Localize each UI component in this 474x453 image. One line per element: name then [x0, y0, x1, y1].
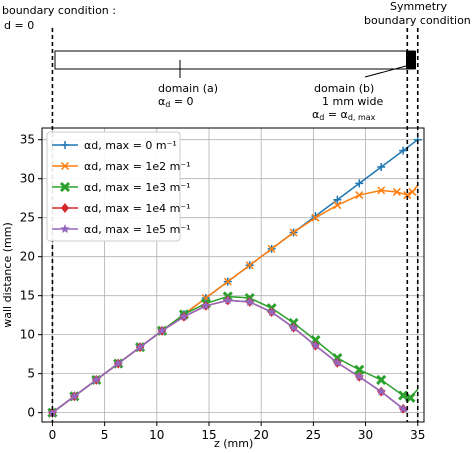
- legend-marker: [61, 203, 69, 213]
- legend-entry: αd, max = 1e2 m⁻¹: [52, 160, 191, 173]
- data-point-marker: [69, 391, 80, 401]
- y-tick-label: 25: [20, 211, 35, 225]
- domain-b-label-line1: domain (b): [314, 82, 374, 95]
- plot-area-frame: [41, 127, 425, 423]
- legend: αd, max = 0 m⁻¹ αd, max = 1e2 m⁻¹ αd, max …: [46, 131, 191, 242]
- domain-b-label-line2: 1 mm wide: [322, 95, 383, 108]
- y-tick-label: 35: [20, 133, 35, 147]
- x-tick-label: 35: [410, 428, 425, 442]
- data-point-marker: [408, 187, 417, 196]
- data-point-marker: [311, 213, 320, 222]
- data-point-marker: [332, 357, 343, 367]
- x-tick-label: 20: [254, 428, 269, 442]
- left-boundary-label-line2: d = 0: [4, 19, 34, 32]
- legend-entry: αd, max = 1e5 m⁻¹: [52, 223, 191, 236]
- data-point-marker: [223, 277, 232, 286]
- data-point-marker: [399, 146, 408, 155]
- schematic: boundary condition : d = 0 Symmetry boun…: [2, 0, 471, 122]
- data-point-marker: [245, 261, 254, 270]
- x-tick-label: 10: [149, 428, 164, 442]
- y-tick-label: 0: [27, 406, 35, 420]
- legend-label: αd, max = 1e5 m⁻¹: [84, 223, 191, 236]
- data-point-marker: [355, 191, 364, 200]
- data-point-marker: [355, 179, 364, 188]
- data-point-marker: [223, 295, 233, 305]
- series-line: [51, 295, 419, 414]
- right-boundary-label-line2: boundary condition: [364, 14, 471, 27]
- legend-marker: [60, 224, 70, 234]
- data-point-marker: [333, 201, 342, 210]
- right-boundary-label-line1: Symmetry: [390, 0, 448, 13]
- legend-label: αd, max = 1e4 m⁻¹: [84, 202, 191, 215]
- y-tick-label: 20: [20, 250, 35, 264]
- data-point-marker: [354, 371, 365, 381]
- data-point-marker: [113, 358, 123, 368]
- data-point-marker: [289, 228, 298, 237]
- domain-a-label-line1: domain (a): [158, 82, 218, 95]
- data-point-marker: [157, 325, 167, 335]
- legend-entry: αd, max = 0 m⁻¹: [52, 139, 177, 152]
- domain-b-pointer: [364, 65, 407, 78]
- legend-entries: αd, max = 0 m⁻¹ αd, max = 1e2 m⁻¹ αd, max …: [52, 139, 191, 236]
- legend-entry: αd, max = 1e4 m⁻¹: [52, 202, 191, 215]
- x-tick-label: 30: [358, 428, 373, 442]
- legend-marker: [61, 141, 69, 149]
- data-point-marker: [403, 191, 412, 200]
- data-point-marker: [244, 296, 255, 306]
- series-group: [47, 135, 422, 418]
- data-point-marker: [392, 187, 401, 196]
- legend-box: [46, 131, 181, 242]
- y-axis-label: wall distance (mm): [1, 222, 14, 327]
- channel-rectangle: [54, 50, 416, 70]
- data-point-marker: [201, 300, 211, 310]
- data-point-marker: [376, 386, 386, 396]
- series-5: [47, 295, 408, 417]
- legend-entry: αd, max = 1e3 m⁻¹: [52, 181, 191, 194]
- data-point-marker: [179, 311, 189, 321]
- series-4: [48, 295, 408, 418]
- x-tick-label: 25: [306, 428, 321, 442]
- chart: 0 5 10 15 20 25 30 35 0 5 10 15 20 25 30 35 z (mm) wal…: [1, 28, 425, 450]
- data-point-marker: [266, 307, 277, 317]
- data-point-marker: [376, 374, 387, 385]
- data-point-marker: [398, 390, 409, 401]
- y-tick-label: 30: [20, 172, 35, 186]
- series-line: [51, 299, 408, 414]
- data-point-marker: [333, 195, 342, 204]
- data-point-marker: [267, 244, 276, 253]
- x-axis-label: z (mm): [214, 437, 253, 450]
- legend-label: αd, max = 1e2 m⁻¹: [84, 160, 191, 173]
- data-point-marker: [288, 322, 299, 332]
- domain-b-label-line3: αd = αd, max: [312, 108, 376, 122]
- legend-label: αd, max = 1e3 m⁻¹: [84, 181, 191, 194]
- legend-marker: [60, 161, 70, 171]
- y-axis-ticks: 0 5 10 15 20 25 30 35: [20, 133, 42, 420]
- series-line: [51, 299, 408, 414]
- x-tick-label: 0: [49, 428, 57, 442]
- y-tick-label: 10: [20, 328, 35, 342]
- legend-label: αd, max = 0 m⁻¹: [84, 139, 177, 152]
- data-point-marker: [377, 162, 386, 171]
- y-tick-label: 5: [27, 367, 35, 381]
- domain-b-block: [406, 51, 416, 69]
- series-3: [47, 291, 419, 418]
- x-tick-label: 5: [101, 428, 109, 442]
- data-point-marker: [91, 374, 102, 384]
- left-boundary-label-line1: boundary condition :: [2, 4, 116, 17]
- data-point-marker: [377, 186, 386, 195]
- data-point-marker: [398, 403, 408, 413]
- x-tick-label: 15: [201, 428, 216, 442]
- data-point-marker: [47, 407, 58, 417]
- data-point-marker: [135, 342, 145, 352]
- y-tick-label: 15: [20, 289, 35, 303]
- domain-a-label-line2: αd = 0: [158, 95, 194, 109]
- data-point-marker: [354, 364, 365, 375]
- x-axis-ticks: 0 5 10 15 20 25 30 35: [49, 422, 425, 442]
- data-point-marker: [310, 340, 321, 350]
- legend-marker: [59, 181, 71, 193]
